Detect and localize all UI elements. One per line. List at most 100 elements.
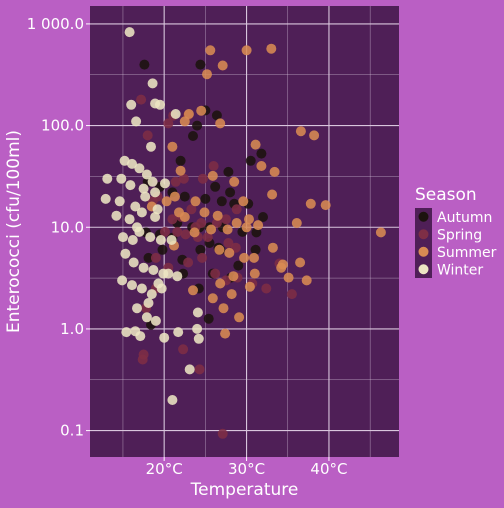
data-point-winter xyxy=(150,187,161,198)
data-point-spring xyxy=(208,161,219,171)
data-point-autumn xyxy=(195,59,206,70)
data-point-summer xyxy=(249,268,260,279)
data-point-winter xyxy=(155,99,165,110)
data-point-summer xyxy=(206,224,217,235)
data-point-summer xyxy=(224,247,235,258)
data-point-summer xyxy=(202,69,212,80)
data-point-winter xyxy=(136,207,147,218)
data-point-winter xyxy=(134,163,145,174)
data-point-summer xyxy=(207,170,218,181)
data-point-summer xyxy=(267,242,278,253)
data-point-spring xyxy=(197,252,208,263)
x-axis-ticks: 20°C 30°C 40°C xyxy=(146,457,347,478)
data-point-winter xyxy=(172,271,183,282)
x-axis-title: Temperature xyxy=(190,480,299,500)
data-point-summer xyxy=(295,257,306,268)
data-point-summer xyxy=(256,161,267,171)
data-point-winter xyxy=(160,178,170,189)
data-point-winter xyxy=(132,303,142,314)
legend-title: Season xyxy=(415,185,477,205)
data-point-summer xyxy=(183,109,194,119)
data-point-autumn xyxy=(192,120,203,131)
data-point-spring xyxy=(163,118,174,129)
data-point-winter xyxy=(127,235,138,245)
data-point-summer xyxy=(220,328,231,339)
data-point-summer xyxy=(207,293,218,304)
data-point-winter xyxy=(145,232,156,243)
data-point-winter xyxy=(159,332,170,343)
data-point-spring xyxy=(197,173,208,184)
data-point-summer xyxy=(234,312,245,323)
legend-label-autumn: Autumn xyxy=(437,210,492,226)
data-point-winter xyxy=(143,298,154,308)
legend-key-winter xyxy=(418,264,429,275)
data-point-winter xyxy=(125,180,136,191)
data-point-summer xyxy=(244,281,255,292)
data-point-winter xyxy=(102,173,113,184)
data-point-spring xyxy=(170,176,181,187)
data-point-winter xyxy=(127,158,137,169)
data-point-summer xyxy=(189,227,200,238)
data-point-autumn xyxy=(195,244,206,255)
data-point-winter xyxy=(163,268,174,279)
data-point-summer xyxy=(214,244,225,255)
data-point-winter xyxy=(153,278,164,289)
data-point-summer xyxy=(241,45,252,56)
data-point-winter xyxy=(121,327,132,338)
legend-key-autumn xyxy=(418,211,429,222)
data-point-summer xyxy=(196,105,207,116)
data-point-winter xyxy=(184,364,195,375)
data-point-winter xyxy=(135,331,146,342)
data-point-winter xyxy=(127,280,137,291)
y-tick-label: 100.0 xyxy=(41,117,84,135)
data-point-autumn xyxy=(200,193,211,204)
data-point-winter xyxy=(120,248,131,259)
data-point-winter xyxy=(167,395,178,405)
data-point-autumn xyxy=(179,191,190,202)
data-points xyxy=(100,27,386,439)
data-point-spring xyxy=(180,229,191,240)
data-point-winter xyxy=(192,323,203,334)
data-point-summer xyxy=(250,139,261,150)
data-point-winter xyxy=(166,235,177,245)
data-point-spring xyxy=(202,232,213,243)
data-point-winter xyxy=(100,193,111,204)
data-point-winter xyxy=(193,333,204,344)
legend-label-summer: Summer xyxy=(437,245,497,261)
data-point-winter xyxy=(140,191,151,202)
data-point-summer xyxy=(253,220,264,231)
data-point-summer xyxy=(188,285,198,296)
data-point-summer xyxy=(241,222,252,233)
data-point-autumn xyxy=(245,155,256,166)
x-tick-label: 40°C xyxy=(310,460,347,478)
data-point-spring xyxy=(150,252,161,263)
data-point-spring xyxy=(186,204,197,215)
data-point-spring xyxy=(142,130,153,141)
data-point-summer xyxy=(217,60,228,71)
data-point-winter xyxy=(124,214,135,225)
data-point-autumn xyxy=(143,252,154,263)
data-point-spring xyxy=(231,204,242,215)
data-point-winter xyxy=(131,116,142,127)
data-point-summer xyxy=(320,200,331,211)
data-point-summer xyxy=(228,271,239,282)
data-point-winter xyxy=(141,169,152,180)
data-point-summer xyxy=(169,191,180,202)
data-point-autumn xyxy=(211,110,222,121)
data-point-winter xyxy=(128,257,139,268)
data-point-winter xyxy=(138,262,149,273)
data-point-summer xyxy=(222,224,233,235)
data-point-winter xyxy=(136,283,147,294)
data-point-autumn xyxy=(225,187,236,198)
data-point-summer xyxy=(226,289,237,300)
data-point-spring xyxy=(178,344,189,355)
data-point-winter xyxy=(138,183,149,194)
data-point-summer xyxy=(215,118,226,129)
data-point-summer xyxy=(295,126,306,137)
data-point-spring xyxy=(211,218,222,228)
data-point-winter xyxy=(170,109,181,119)
data-point-summer xyxy=(190,196,201,207)
data-point-spring xyxy=(136,94,147,105)
data-point-summer xyxy=(205,45,216,56)
